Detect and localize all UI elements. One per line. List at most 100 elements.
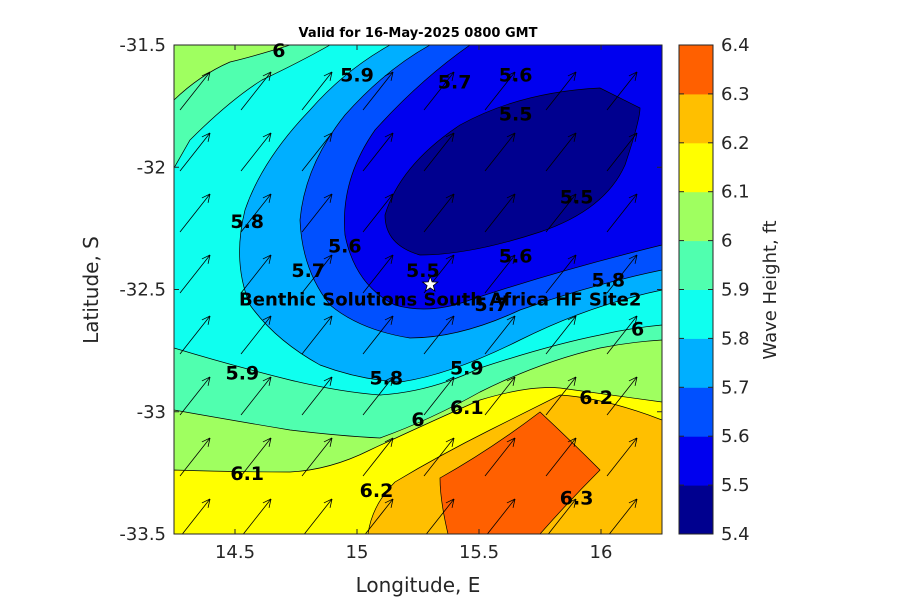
wind-arrow-head [323, 437, 333, 443]
wind-arrow-head [201, 71, 211, 77]
wind-arrow [606, 132, 638, 172]
wind-arrow [545, 376, 577, 416]
wind-arrow-head [628, 315, 638, 321]
contour-label: 5.6 [499, 64, 533, 86]
wind-arrow-head [628, 437, 638, 443]
wind-arrow-head [634, 71, 638, 81]
wind-arrow-head [512, 193, 516, 203]
colorbar-swatch [679, 240, 713, 290]
wind-arrow-head [451, 315, 455, 325]
wind-arrow-head [445, 498, 455, 504]
wind-arrow-head [573, 315, 577, 325]
wind-arrow-head [573, 132, 577, 142]
colorbar: 5.4 5.5 5.6 5.7 5.8 5.9 6 6.1 6.2 6.3 6.4 [678, 35, 750, 545]
wind-arrow [301, 376, 333, 416]
wind-arrow-head [451, 193, 455, 203]
wind-arrow-head [567, 71, 577, 77]
wind-arrow-head [329, 498, 333, 508]
wind-arrow-head [506, 254, 516, 260]
wind-arrow-head [268, 498, 272, 508]
wind-arrow-head [634, 132, 638, 142]
wind-arrow-head [512, 498, 516, 508]
wind-arrow [425, 498, 455, 534]
wind-arrow [240, 193, 272, 233]
wind-arrow-head [634, 193, 638, 203]
contour-label: 5.8 [369, 368, 403, 390]
wind-arrow [362, 254, 394, 294]
wind-arrow-head [262, 437, 272, 443]
wind-arrow-head [329, 254, 333, 264]
y-tick-label: -32.5 [119, 280, 166, 301]
wind-arrow-head [634, 376, 638, 386]
wind-arrow [423, 132, 455, 172]
wind-arrow [240, 315, 272, 355]
wind-arrow-head [384, 254, 394, 260]
contour-label: 5.8 [591, 270, 625, 292]
wind-arrow-head [329, 193, 333, 203]
wind-arrow-head [451, 376, 455, 386]
wind-arrow-head [512, 315, 516, 325]
wind-arrow [545, 315, 577, 355]
x-tick-label: 15 [346, 542, 369, 563]
wind-arrow-head [329, 315, 333, 325]
contour-label: 5.8 [230, 211, 264, 233]
wind-arrow-head [201, 193, 211, 199]
wind-arrow-head [323, 254, 333, 260]
wind-arrow-head [573, 437, 577, 447]
wind-arrow-head [512, 437, 516, 447]
wind-arrow [606, 193, 638, 233]
wind-arrow-head [567, 254, 577, 260]
wind-arrow-head [207, 315, 211, 325]
wind-arrow-head [451, 498, 455, 508]
wind-arrow-head [268, 254, 272, 264]
colorbar-swatch [679, 436, 713, 486]
wind-arrow-head [573, 376, 577, 386]
contour-label: 6 [411, 409, 424, 431]
colorbar-tick-label: 6.3 [721, 84, 750, 105]
wind-arrow-head [628, 376, 638, 382]
wind-arrow [301, 315, 333, 355]
x-tick-label: 14.5 [215, 542, 255, 563]
wind-arrow [606, 315, 638, 355]
wind-arrow-head [207, 132, 211, 142]
wind-arrow-head [268, 315, 272, 325]
wind-arrow-head [451, 71, 455, 81]
contour-label: 5.6 [499, 245, 533, 267]
wind-arrow [240, 71, 272, 111]
contour-label: 5.9 [225, 363, 259, 385]
wind-arrow [240, 376, 272, 416]
wind-arrow-head [268, 71, 272, 81]
wind-arrow-head [268, 437, 272, 447]
wind-arrow [423, 376, 455, 416]
wind-arrow [423, 437, 455, 477]
colorbar-tick-label: 5.9 [721, 280, 750, 301]
wind-arrow-head [506, 498, 516, 504]
wind-arrow-head [323, 132, 333, 138]
wind-arrow-head [207, 437, 211, 447]
wind-arrow-head [445, 132, 455, 138]
wind-arrow [545, 437, 577, 477]
colorbar-tick-label: 6.4 [721, 35, 750, 56]
wind-arrow [545, 254, 577, 294]
wind-arrow-head [323, 71, 333, 77]
wind-arrow-head [384, 315, 394, 321]
wind-arrow-head [445, 376, 455, 382]
contour-label: 5.5 [499, 103, 533, 125]
wind-arrow [301, 437, 333, 477]
site-marker: Benthic Solutions South Africa HF Site2 [239, 275, 641, 311]
wind-arrow-head [207, 193, 211, 203]
colorbar-swatch [679, 289, 713, 339]
wind-arrow [423, 193, 455, 233]
wind-arrow [423, 71, 455, 111]
wind-arrow-head [201, 498, 211, 504]
colorbar-tick-label: 5.7 [721, 377, 750, 398]
wind-arrow-head [390, 193, 394, 203]
wind-arrow [423, 315, 455, 355]
wind-arrow [240, 254, 272, 294]
wind-arrow [484, 315, 516, 355]
contour-label: 5.9 [340, 64, 374, 86]
contour-fills [174, 45, 662, 534]
wind-arrow-head [329, 376, 333, 386]
